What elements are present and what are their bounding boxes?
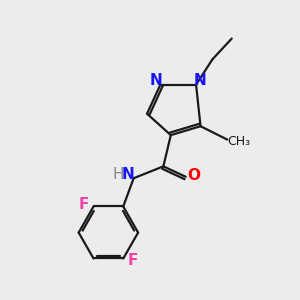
Text: CH₃: CH₃ xyxy=(227,135,250,148)
Text: F: F xyxy=(79,196,89,211)
Text: N: N xyxy=(150,73,162,88)
Text: H: H xyxy=(112,167,124,182)
Text: N: N xyxy=(121,167,134,182)
Text: O: O xyxy=(188,168,200,183)
Text: N: N xyxy=(194,73,206,88)
Text: F: F xyxy=(128,254,138,268)
